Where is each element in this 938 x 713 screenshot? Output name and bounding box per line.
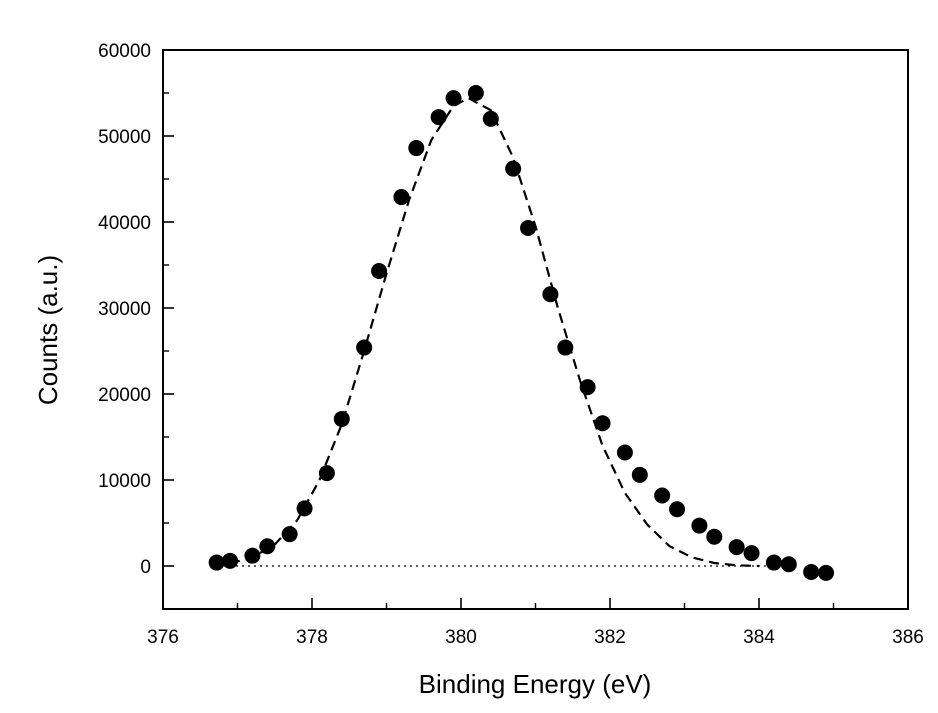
y-tick-label: 0 bbox=[140, 557, 151, 578]
fit-curve-line bbox=[229, 97, 760, 568]
data-point bbox=[743, 545, 760, 562]
x-tick-label: 376 bbox=[147, 627, 179, 648]
y-tick-label: 40000 bbox=[98, 213, 151, 234]
data-point bbox=[520, 220, 537, 237]
data-point bbox=[691, 517, 708, 534]
y-tick-label: 20000 bbox=[98, 385, 151, 406]
data-point bbox=[594, 415, 611, 432]
y-tick-label: 10000 bbox=[98, 471, 151, 492]
plot-frame bbox=[162, 49, 909, 610]
data-point bbox=[803, 564, 820, 581]
data-point bbox=[244, 547, 261, 564]
y-tick-label: 50000 bbox=[98, 127, 151, 148]
data-point bbox=[542, 286, 559, 303]
data-point bbox=[482, 110, 499, 127]
x-tick-label: 382 bbox=[594, 627, 626, 648]
data-points-series bbox=[208, 85, 835, 581]
fit-series bbox=[229, 97, 760, 568]
data-point bbox=[371, 263, 388, 280]
data-point bbox=[654, 487, 671, 504]
x-tick-label: 384 bbox=[743, 627, 775, 648]
data-point bbox=[780, 556, 797, 573]
data-point bbox=[408, 140, 425, 157]
data-point bbox=[631, 466, 648, 483]
tick-labels: 376 378 380 382 384 386 0 10000 20000 30000 40000 5… bbox=[98, 41, 924, 648]
data-point bbox=[208, 554, 225, 571]
data-point bbox=[669, 501, 686, 518]
data-point bbox=[430, 109, 447, 126]
y-tick-label: 60000 bbox=[98, 41, 151, 62]
data-point bbox=[296, 500, 313, 517]
y-tick-label: 30000 bbox=[98, 299, 151, 320]
data-point bbox=[557, 339, 574, 356]
data-point bbox=[616, 444, 633, 461]
data-point bbox=[579, 379, 596, 396]
data-point bbox=[222, 552, 239, 569]
data-point bbox=[728, 539, 745, 556]
data-point bbox=[356, 339, 373, 356]
x-tick-label: 386 bbox=[892, 627, 924, 648]
y-axis-title: Counts (a.u.) bbox=[33, 255, 63, 405]
data-point bbox=[765, 554, 782, 571]
x-axis-title: Binding Energy (eV) bbox=[419, 669, 652, 699]
data-point bbox=[445, 90, 462, 107]
data-point bbox=[706, 528, 723, 545]
ticks bbox=[162, 49, 909, 610]
data-point bbox=[259, 538, 276, 555]
data-point bbox=[281, 526, 298, 543]
data-point bbox=[393, 189, 410, 206]
x-tick-label: 378 bbox=[296, 627, 328, 648]
data-point bbox=[818, 564, 835, 581]
x-tick-label: 380 bbox=[445, 627, 477, 648]
data-point bbox=[333, 410, 350, 427]
data-point bbox=[505, 160, 522, 177]
data-point bbox=[467, 85, 484, 101]
data-point bbox=[318, 465, 335, 482]
